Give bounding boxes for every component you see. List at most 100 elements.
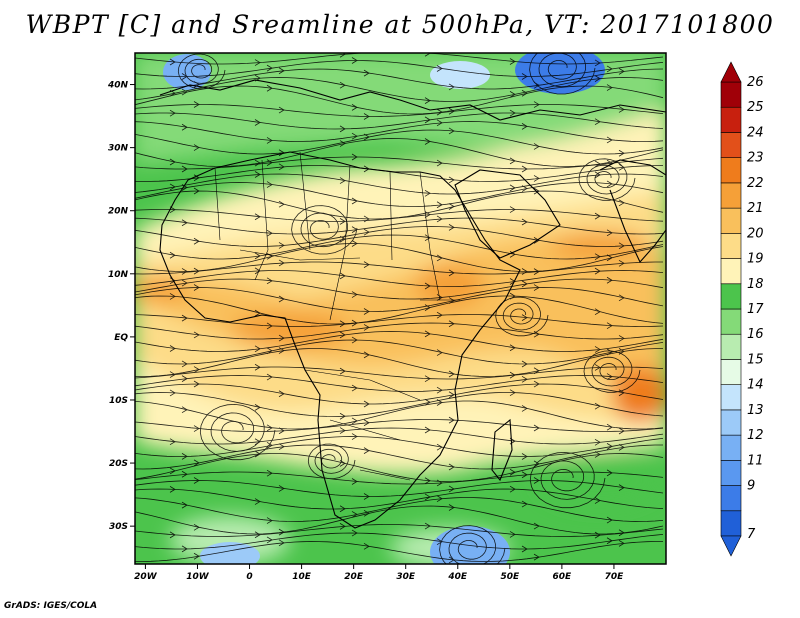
streamline-arrow [521, 89, 528, 97]
streamline-arrow [278, 259, 285, 267]
streamline-arrow [181, 279, 188, 287]
streamline [135, 339, 664, 365]
streamline-arrow [254, 213, 261, 221]
colorbar-top-arrow [720, 61, 742, 83]
streamline-arrow [533, 380, 540, 388]
streamline-arrow [594, 402, 601, 410]
streamline-arrow [169, 467, 176, 475]
streamline-arrow [181, 88, 188, 96]
streamline-arrow [533, 187, 540, 195]
streamline-arrow [436, 538, 443, 546]
streamline-arrow [351, 478, 358, 485]
streamline-arrow [363, 419, 370, 427]
streamline-arrow [169, 206, 176, 214]
streamline-arrow [509, 91, 516, 98]
streamline [135, 419, 664, 432]
streamline-arrow [266, 64, 273, 72]
lat-tick-label: 30N [108, 144, 129, 154]
lon-tick-label: 20W [134, 572, 158, 582]
streamline-arrow [594, 438, 601, 446]
streamline-arrow [618, 427, 625, 435]
streamline-arrow [181, 123, 188, 131]
streamline-arrow [254, 59, 261, 66]
streamline-arrow [363, 542, 370, 550]
streamline-arrow [533, 424, 540, 432]
streamline-arrow [424, 493, 431, 501]
colorbar-segment [720, 132, 742, 158]
streamline-arrow [339, 235, 346, 243]
streamline-arrow [266, 277, 273, 285]
streamline-arrow [169, 58, 176, 66]
streamline-arrow [594, 451, 601, 458]
lon-tick-label: 10W [186, 572, 210, 582]
streamline-vortex [578, 158, 636, 201]
streamline-vortex [495, 296, 549, 337]
colorbar-label: 22 [747, 176, 764, 191]
streamline-arrow [521, 360, 528, 368]
streamline-arrow [436, 349, 443, 356]
streamline-arrow [533, 284, 540, 291]
streamline-arrow [436, 119, 443, 127]
streamline-arrow [424, 304, 431, 311]
streamline [135, 112, 664, 130]
streamline [135, 532, 664, 550]
streamline-arrow [436, 311, 443, 319]
streamline-arrow [594, 253, 601, 261]
streamline-arrow [618, 106, 625, 113]
streamline-arrow [606, 229, 613, 237]
colorbar-label: 25 [747, 100, 764, 115]
streamline-arrow [606, 84, 613, 91]
streamline [135, 453, 664, 482]
streamline [135, 77, 664, 102]
streamline-arrow [424, 426, 431, 434]
longitude-axis: 20W 10W 0 10E 20E 30E 40E 50E 60E 70E [134, 564, 624, 582]
india-coastline [599, 159, 666, 263]
colorbar-segment [720, 384, 742, 411]
streamline-arrow [533, 460, 540, 468]
streamline-arrow [436, 159, 443, 167]
streamline-arrow [509, 344, 516, 352]
streamline-arrow [193, 459, 200, 467]
streamline-arrow [181, 501, 188, 509]
colorbar-segment [720, 485, 742, 512]
streamline [135, 121, 664, 142]
streamline-arrow [424, 234, 431, 242]
streamline [135, 85, 664, 115]
streamline-arrow [351, 319, 358, 327]
streamline-arrow [424, 138, 431, 145]
streamline [135, 226, 664, 247]
streamline-arrow [339, 505, 346, 513]
colorbar-label: 15 [747, 352, 764, 367]
streamline-arrow [266, 252, 273, 260]
streamline-arrow [521, 314, 528, 321]
map-frame [134, 52, 667, 565]
streamline-arrow [594, 118, 601, 126]
streamline [135, 209, 664, 222]
streamline-arrow [533, 553, 540, 561]
streamline-arrow [521, 218, 528, 226]
streamline-arrow [169, 109, 176, 117]
streamline-arrow [509, 485, 516, 493]
streamline-arrow [278, 390, 285, 398]
streamline [135, 217, 664, 235]
streamline [135, 53, 664, 65]
streamline-arrow [351, 529, 358, 537]
colorbar-label: 17 [747, 302, 764, 317]
streamline-arrow [424, 97, 431, 104]
streamline-arrow [618, 335, 625, 342]
streamline [135, 322, 664, 340]
streamline-arrow [278, 295, 285, 303]
colorbar-label: 12 [747, 428, 764, 443]
streamline-arrow [339, 523, 346, 530]
streamline-arrow [351, 433, 358, 440]
streamline-arrow [181, 406, 188, 414]
streamline-arrow [363, 228, 370, 236]
streamline-arrow [594, 75, 601, 82]
colorbar-segment [720, 283, 742, 310]
streamline-arrow [339, 272, 346, 280]
lat-tick-label: 40N [107, 81, 129, 91]
streamline-vortex [177, 53, 226, 90]
lon-tick-label: 40E [447, 572, 468, 582]
streamline-arrow [363, 400, 370, 408]
streamline-arrow [448, 83, 455, 91]
